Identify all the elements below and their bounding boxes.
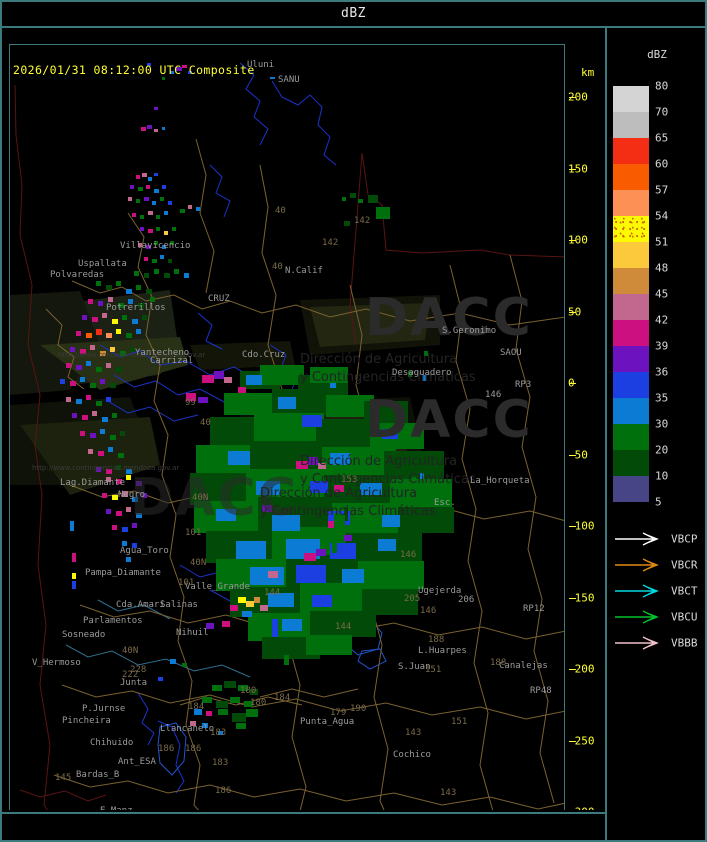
dbz-scale-label: 20 <box>655 443 669 457</box>
y-axis-tick-label: 50 <box>568 305 582 318</box>
dbz-scale-label: 48 <box>655 261 669 275</box>
radar-map-canvas: DACC Dirección de Agricultura y Continge… <box>10 45 564 810</box>
vector-arrow-icon <box>615 558 659 572</box>
window-title: dBZ <box>341 6 366 21</box>
echo-isolated-cells <box>70 193 428 735</box>
y-axis-tick <box>569 526 576 527</box>
vector-arrow-icon <box>615 610 659 624</box>
vector-legend-label: VBBB <box>671 636 698 650</box>
window-border-left <box>0 0 2 842</box>
dbz-color-segment <box>613 450 649 476</box>
dbz-color-segment <box>613 216 649 242</box>
y-axis-tick <box>569 168 576 170</box>
vector-legend-row <box>613 556 663 578</box>
y-axis-unit-label: km <box>581 66 595 79</box>
dbz-scale-label: 65 <box>655 131 669 145</box>
dbz-color-segment <box>613 138 649 164</box>
y-axis-tick <box>569 597 576 599</box>
vector-legend-label: VBCT <box>671 584 698 598</box>
vector-legend-label: VBCU <box>671 610 698 624</box>
radar-panel-bottom-separator <box>0 812 605 814</box>
vector-arrow-icon <box>615 532 659 546</box>
y-axis-tick <box>569 383 576 384</box>
dbz-scale-label: 36 <box>655 365 669 379</box>
radar-panel: DACC Dirección de Agricultura y Continge… <box>3 30 603 810</box>
echo-cluster-north <box>141 63 275 132</box>
y-axis-tick-label: -150 <box>568 591 595 604</box>
legend-title: dBZ <box>647 48 667 61</box>
radar-timestamp: 2026/01/31 08:12:00 UTC Composite <box>13 63 255 77</box>
vector-arrow-icon <box>615 636 659 650</box>
window-border-top <box>0 0 707 2</box>
dbz-color-segment <box>613 294 649 320</box>
y-axis-tick <box>569 454 576 456</box>
y-axis-tick <box>569 669 576 670</box>
dbz-color-segment <box>613 268 649 294</box>
vector-legend-label: VBCP <box>671 532 698 546</box>
vector-legend-row <box>613 530 663 552</box>
radar-plot-area[interactable]: DACC Dirección de Agricultura y Continge… <box>9 44 565 810</box>
y-axis-tick-label: -200 <box>568 662 595 676</box>
y-axis-tick-label: -50 <box>568 448 588 461</box>
echo-cluster-sanrafael <box>206 597 268 629</box>
echo-cluster-diamante <box>102 475 147 562</box>
y-axis-tick <box>569 240 576 241</box>
dbz-color-segment <box>613 320 649 346</box>
y-axis-tick-label: 0 <box>568 376 575 390</box>
y-axis-tick <box>569 97 576 98</box>
dbz-scale-label: 54 <box>655 209 669 223</box>
dbz-scale-label: 60 <box>655 157 669 171</box>
y-axis-tick-label: -300 <box>568 806 595 811</box>
dbz-scale-label: 51 <box>655 235 669 249</box>
dbz-scale-label: 42 <box>655 313 669 327</box>
window-border-bottom <box>0 840 707 842</box>
vector-legend-row <box>613 608 663 630</box>
dbz-color-segment <box>613 242 649 268</box>
y-axis-tick <box>569 311 576 313</box>
dbz-color-segment <box>613 372 649 398</box>
y-axis-tick-label: 150 <box>568 162 588 175</box>
dbz-scale-label: 80 <box>655 79 669 93</box>
dbz-scale-label: 10 <box>655 469 669 483</box>
vector-arrow-icon <box>615 584 659 598</box>
dbz-scale-label: 45 <box>655 287 669 301</box>
dbz-scale-label: 57 <box>655 183 669 197</box>
vector-legend-row <box>613 634 663 656</box>
dbz-color-segment <box>613 112 649 138</box>
dbz-color-segment <box>613 164 649 190</box>
dbz-scale-label: 70 <box>655 105 669 119</box>
y-axis-tick-label: 200 <box>568 90 588 104</box>
y-axis-tick-label: 100 <box>568 233 588 247</box>
echo-cluster-north-central <box>128 173 200 278</box>
dbz-color-segment <box>613 86 649 112</box>
dbz-color-segment <box>613 398 649 424</box>
dbz-color-bar[interactable] <box>613 86 649 502</box>
window-border-right <box>705 0 707 842</box>
dbz-color-segment <box>613 424 649 450</box>
echo-cluster-precordillera <box>60 281 155 474</box>
y-axis-tick-label: -250 <box>568 734 595 747</box>
window-title-separator <box>0 26 707 28</box>
dbz-color-segment <box>613 190 649 216</box>
panel-divider <box>605 26 607 840</box>
dbz-color-segment <box>613 346 649 372</box>
dbz-scale-label: 30 <box>655 417 669 431</box>
dbz-scale-label: 39 <box>655 339 669 353</box>
legend-panel: dBZ 80 70 65 60 57 54 51 48 45 42 39 36 35 30 20 10 5 VB… <box>609 30 705 812</box>
dbz-color-segment <box>613 476 649 502</box>
echo-high-dbz-cores <box>186 371 352 578</box>
dbz-scale-label: 5 <box>655 495 662 509</box>
vector-legend-label: VBCR <box>671 558 698 572</box>
vector-legend-row <box>613 582 663 604</box>
radar-echo-layer <box>60 63 454 735</box>
y-axis-tick-label: -100 <box>568 519 595 533</box>
dbz-scale-label: 35 <box>655 391 669 405</box>
y-axis-tick <box>569 740 576 742</box>
